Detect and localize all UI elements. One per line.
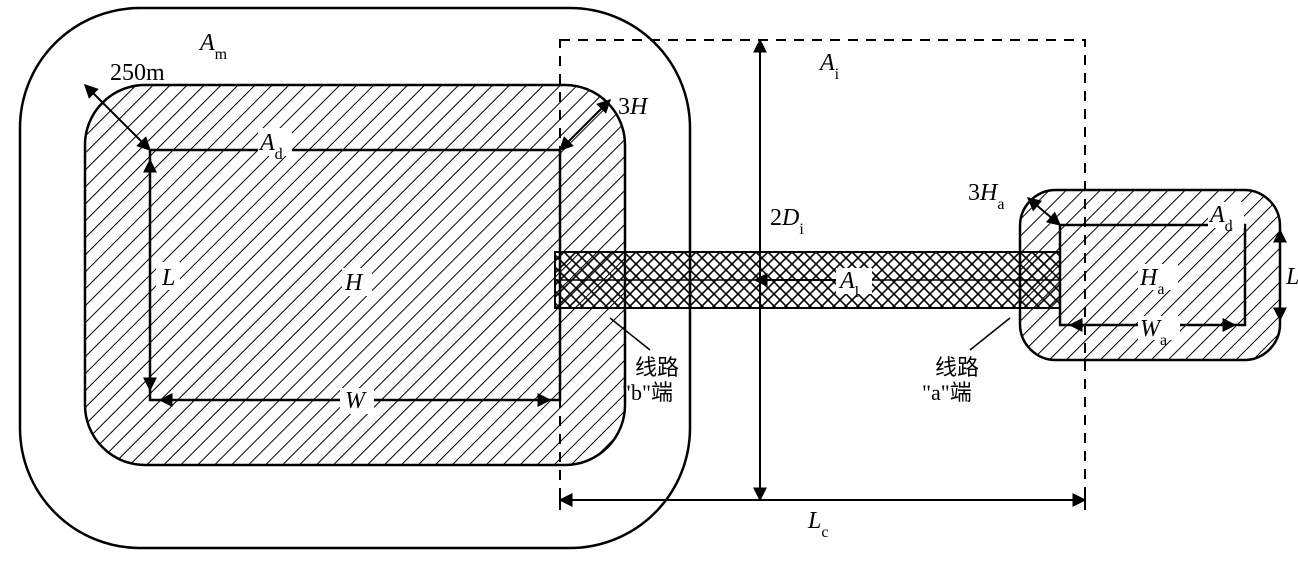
label-W: W <box>345 388 367 414</box>
label-line-a-2: "a"端 <box>922 380 972 405</box>
label-L: L <box>161 265 175 291</box>
label-line-b-1: 线路 <box>635 355 679 380</box>
label-H: H <box>344 270 364 296</box>
label-line-a-1: 线路 <box>935 355 979 380</box>
label-3H: 3H <box>618 94 649 120</box>
label-250m: 250m <box>110 60 165 86</box>
label-line-b-2: "b"端 <box>622 380 673 405</box>
